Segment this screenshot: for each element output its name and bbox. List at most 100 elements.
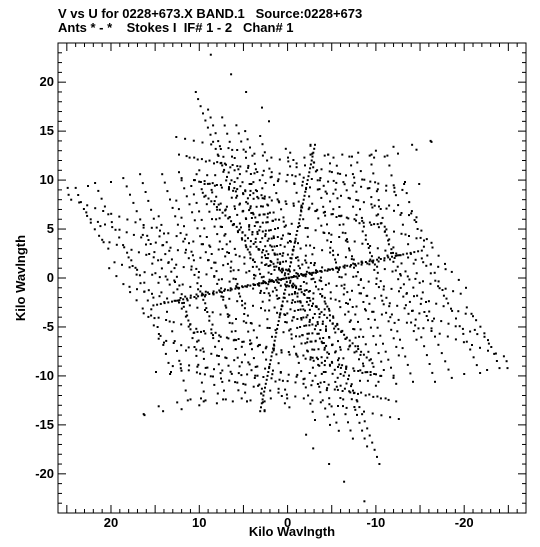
data-point (361, 242, 364, 245)
data-point (318, 385, 321, 388)
data-point (236, 282, 239, 285)
data-point (306, 314, 309, 317)
data-point (362, 335, 365, 338)
data-point (101, 238, 104, 241)
data-point (204, 302, 207, 305)
data-point (351, 306, 354, 308)
data-point (323, 313, 326, 316)
data-point (326, 415, 329, 418)
data-point (263, 292, 266, 294)
data-point (351, 155, 353, 158)
data-point (241, 299, 243, 302)
data-point (290, 301, 293, 304)
data-point (247, 166, 250, 169)
data-point (255, 205, 258, 208)
data-point (352, 258, 355, 261)
data-point (191, 211, 194, 214)
data-point (274, 253, 277, 256)
data-point (195, 371, 198, 374)
data-point (268, 294, 271, 297)
data-point (93, 228, 96, 231)
data-point (313, 328, 316, 331)
data-point (285, 268, 288, 271)
data-point (300, 210, 303, 213)
data-point (371, 206, 374, 209)
data-point (266, 212, 269, 215)
data-point (285, 280, 288, 283)
data-point (271, 335, 273, 338)
data-point (339, 306, 342, 309)
data-point (213, 261, 216, 264)
data-point (301, 304, 304, 307)
data-point (295, 162, 298, 165)
data-point (328, 397, 331, 400)
data-point (302, 378, 305, 381)
data-point (176, 288, 179, 291)
data-point (320, 372, 323, 375)
data-point (260, 276, 263, 279)
data-point (190, 268, 193, 271)
data-point (463, 373, 466, 375)
data-point (420, 249, 423, 252)
data-point (376, 223, 379, 226)
data-point (330, 213, 333, 216)
data-point (266, 257, 269, 260)
data-point (312, 316, 314, 319)
data-point (283, 402, 286, 405)
data-point (348, 320, 351, 323)
data-point (162, 244, 165, 247)
data-point (401, 347, 404, 350)
data-point (160, 291, 163, 294)
data-point (155, 226, 158, 229)
data-point (280, 349, 283, 352)
data-point (292, 282, 295, 285)
data-point (236, 356, 239, 359)
data-point (141, 233, 144, 236)
data-point (296, 318, 299, 320)
data-point (282, 331, 285, 334)
data-points (66, 53, 509, 503)
data-point (371, 260, 374, 263)
data-point (340, 284, 343, 287)
data-point (329, 297, 332, 300)
data-point (182, 305, 185, 308)
data-point (226, 289, 229, 292)
data-point (180, 344, 183, 347)
data-point (213, 275, 216, 278)
data-point (314, 281, 317, 284)
data-point (399, 286, 402, 289)
data-point (286, 380, 289, 383)
data-point (437, 254, 440, 257)
data-point (223, 124, 226, 127)
data-point (102, 210, 105, 212)
data-point (280, 237, 283, 240)
data-point (266, 239, 269, 242)
data-point (225, 336, 228, 339)
data-point (293, 309, 296, 312)
data-point (350, 398, 353, 401)
data-point (246, 314, 249, 317)
data-point (304, 309, 306, 312)
data-point (258, 214, 261, 217)
data-point (299, 326, 302, 328)
data-point (220, 295, 223, 298)
data-point (211, 182, 214, 185)
data-point (336, 271, 339, 274)
data-point (344, 337, 347, 340)
data-point (228, 280, 231, 283)
data-point (412, 380, 414, 383)
data-point (355, 190, 358, 193)
data-point (415, 237, 418, 240)
axis-ticks (57, 42, 526, 514)
data-point (262, 169, 265, 172)
data-point (483, 335, 486, 338)
data-point (384, 249, 387, 252)
data-point (303, 289, 306, 292)
data-point (267, 204, 270, 207)
data-point (166, 278, 169, 281)
data-point (216, 392, 219, 395)
data-point (261, 237, 264, 240)
data-point (249, 339, 252, 342)
data-point (221, 248, 224, 250)
data-point (67, 193, 70, 196)
